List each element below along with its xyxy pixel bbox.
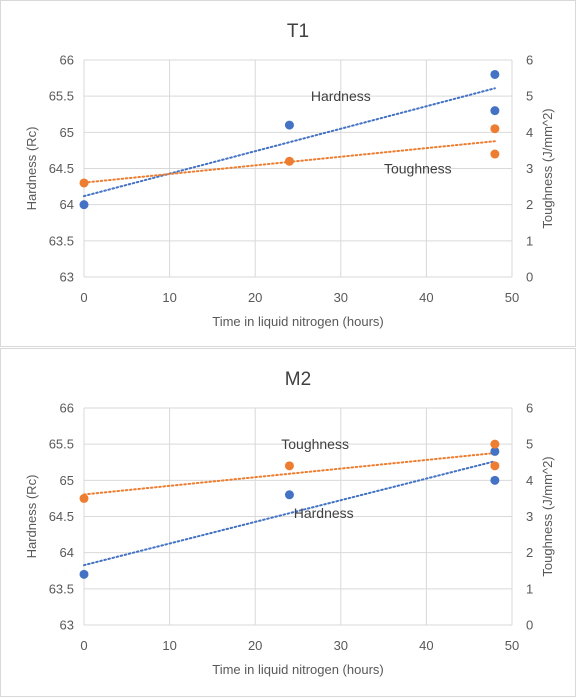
x-axis-title: Time in liquid nitrogen (hours) xyxy=(212,314,383,329)
x-tick-label: 20 xyxy=(248,638,262,653)
hardness-trendline xyxy=(83,87,496,198)
y2-tick-label: 6 xyxy=(526,53,533,68)
toughness-trendline xyxy=(83,452,496,496)
y2-tick-label: 1 xyxy=(526,233,533,248)
x-tick-label: 50 xyxy=(505,638,519,653)
y-tick-label: 65.5 xyxy=(49,89,74,104)
chart-title: T1 xyxy=(287,21,309,42)
x-tick-label: 20 xyxy=(248,290,262,305)
y2-tick-label: 5 xyxy=(526,437,533,452)
y-tick-label: 64 xyxy=(60,545,74,560)
annotation-label: Toughness xyxy=(281,436,349,452)
y-axis-title: Hardness (Rc) xyxy=(24,475,39,559)
annotation-label: Toughness xyxy=(384,161,452,177)
y-tick-label: 63 xyxy=(60,270,74,285)
x-tick-label: 30 xyxy=(334,638,348,653)
toughness-point xyxy=(490,461,500,471)
y2-tick-label: 3 xyxy=(526,161,533,176)
y2-tick-label: 4 xyxy=(526,473,533,488)
y-axis-title: Hardness (Rc) xyxy=(24,127,39,211)
y-tick-label: 66 xyxy=(60,401,74,416)
y-tick-label: 64 xyxy=(60,197,74,212)
hardness-point xyxy=(79,569,89,579)
y-tick-label: 63.5 xyxy=(49,233,74,248)
toughness-point xyxy=(490,124,500,134)
y-tick-label: 63.5 xyxy=(49,581,74,596)
toughness-point xyxy=(284,461,294,471)
y-tick-label: 64.5 xyxy=(49,161,74,176)
chart-title: M2 xyxy=(285,369,311,390)
hardness-point xyxy=(79,200,89,210)
y2-axis-title: Toughness (J/mm^2) xyxy=(540,456,555,576)
chart-panel-m2: M2 63 63.5 64 64.5 65 65.5 66 0 1 2 3 4 5 6 0 10 20 30 40 50… xyxy=(0,348,576,697)
x-tick-label: 0 xyxy=(80,638,87,653)
y2-tick-label: 2 xyxy=(526,545,533,560)
x-tick-label: 10 xyxy=(162,638,176,653)
x-tick-label: 50 xyxy=(505,290,519,305)
chart-m2-svg: M2 63 63.5 64 64.5 65 65.5 66 0 1 2 3 4 5 6 0 10 20 30 40 50… xyxy=(24,369,555,677)
hardness-point xyxy=(490,69,500,79)
y2-tick-label: 0 xyxy=(526,618,533,633)
y-tick-label: 64.5 xyxy=(49,509,74,524)
y2-tick-label: 2 xyxy=(526,197,533,212)
x-tick-label: 30 xyxy=(334,290,348,305)
y2-tick-label: 5 xyxy=(526,89,533,104)
hardness-trendline xyxy=(83,460,496,567)
hardness-point xyxy=(284,490,294,500)
hardness-point xyxy=(490,446,500,456)
hardness-point xyxy=(490,475,500,485)
toughness-point xyxy=(490,439,500,449)
chart-panel-t1: T1 63 63.5 64 64.5 65 65.5 66 0 1 2 3 4 5 6 0 10 20 30 40 50… xyxy=(0,0,576,347)
chart-t1-svg: T1 63 63.5 64 64.5 65 65.5 66 0 1 2 3 4 5 6 0 10 20 30 40 50… xyxy=(24,21,555,329)
y2-tick-label: 6 xyxy=(526,401,533,416)
y-tick-label: 63 xyxy=(60,618,74,633)
annotation-label: Hardness xyxy=(311,88,371,104)
y2-tick-label: 0 xyxy=(526,270,533,285)
y-tick-label: 66 xyxy=(60,53,74,68)
x-tick-label: 10 xyxy=(162,290,176,305)
toughness-point xyxy=(79,493,89,503)
hardness-point xyxy=(490,106,500,116)
y-tick-label: 65 xyxy=(60,125,74,140)
y-tick-label: 65 xyxy=(60,473,74,488)
x-axis-title: Time in liquid nitrogen (hours) xyxy=(212,662,383,677)
x-tick-label: 0 xyxy=(80,290,87,305)
y2-tick-label: 1 xyxy=(526,581,533,596)
y2-tick-label: 4 xyxy=(526,125,533,140)
toughness-point xyxy=(490,149,500,159)
x-tick-label: 40 xyxy=(419,638,433,653)
y2-axis-title: Toughness (J/mm^2) xyxy=(540,108,555,228)
hardness-point xyxy=(284,120,294,130)
y2-tick-label: 3 xyxy=(526,509,533,524)
x-tick-label: 40 xyxy=(419,290,433,305)
y-tick-label: 65.5 xyxy=(49,437,74,452)
annotation-label: Hardness xyxy=(294,505,354,521)
toughness-point xyxy=(79,178,89,188)
toughness-point xyxy=(284,156,294,166)
